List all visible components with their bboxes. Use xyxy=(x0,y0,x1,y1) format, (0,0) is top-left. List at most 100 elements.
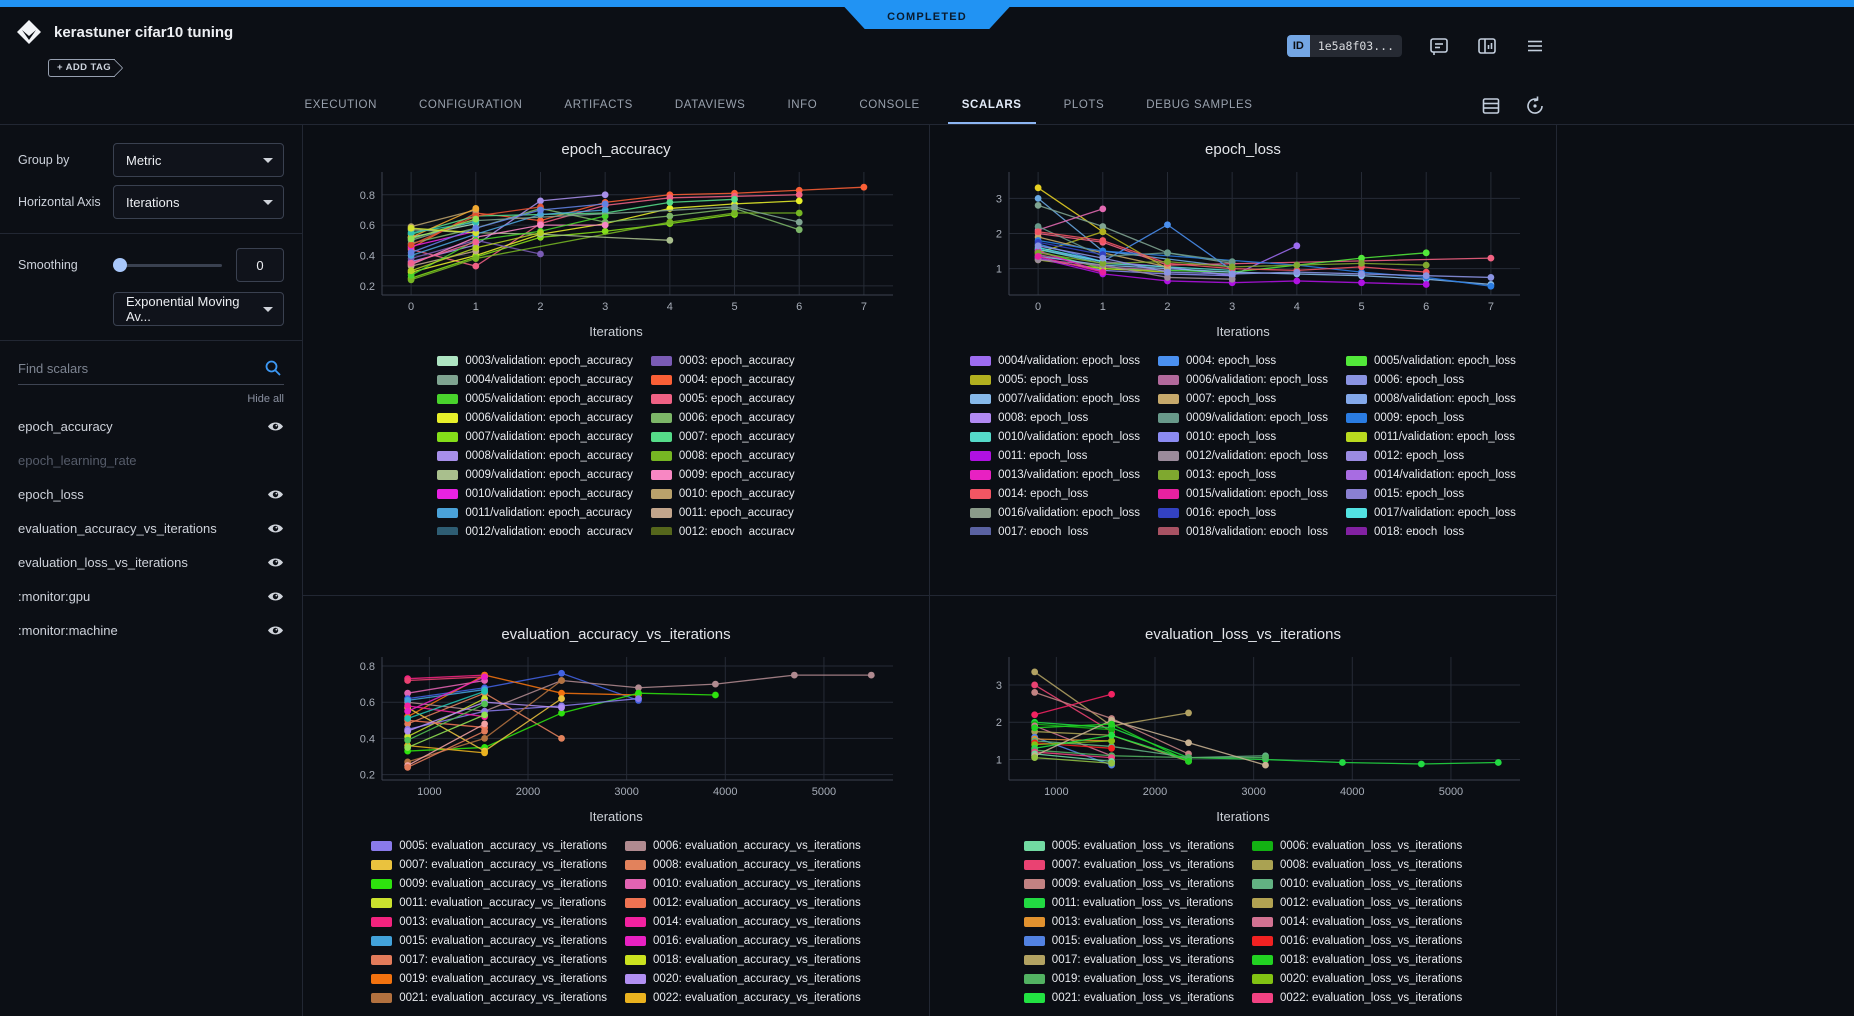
legend-item[interactable]: 0005/validation: epoch_loss xyxy=(1345,353,1516,368)
legend-item[interactable]: 0018: epoch_loss xyxy=(1345,524,1516,535)
legend-item[interactable]: 0013: epoch_loss xyxy=(1158,467,1328,482)
metric-item-epoch-learning-rate[interactable]: epoch_learning_rate xyxy=(18,443,284,477)
legend-item[interactable]: 0013: evaluation_loss_vs_iterations xyxy=(1023,914,1234,929)
legend-item[interactable]: 0018: evaluation_accuracy_vs_iterations xyxy=(625,952,861,967)
legend-item[interactable]: 0013: evaluation_accuracy_vs_iterations xyxy=(371,914,607,929)
legend-item[interactable]: 0006/validation: epoch_accuracy xyxy=(437,410,633,425)
legend-item[interactable]: 0006: evaluation_accuracy_vs_iterations xyxy=(625,838,861,853)
eye-icon[interactable] xyxy=(267,522,284,535)
eye-icon[interactable] xyxy=(267,624,284,637)
legend-item[interactable]: 0009/validation: epoch_loss xyxy=(1158,410,1328,425)
legend-item[interactable]: 0008: epoch_loss xyxy=(970,410,1140,425)
legend-item[interactable]: 0007: epoch_accuracy xyxy=(650,429,795,444)
legend-item[interactable]: 0009: evaluation_loss_vs_iterations xyxy=(1023,876,1234,891)
tab-debug-samples[interactable]: DEBUG SAMPLES xyxy=(1146,98,1253,111)
legend-item[interactable]: 0016: evaluation_accuracy_vs_iterations xyxy=(625,933,861,948)
legend-item[interactable]: 0005: epoch_loss xyxy=(970,372,1140,387)
legend-item[interactable]: 0012: evaluation_accuracy_vs_iterations xyxy=(625,895,861,910)
horizontal-axis-select[interactable]: Iterations xyxy=(113,185,284,219)
chart-plot-area[interactable]: 1000 2000 3000 4000 5000 0.2 0.4 0.6 0.8 xyxy=(324,651,909,801)
legend-item[interactable]: 0011: evaluation_loss_vs_iterations xyxy=(1023,895,1234,910)
legend-item[interactable]: 0017: evaluation_loss_vs_iterations xyxy=(1023,952,1234,967)
legend-item[interactable]: 0011/validation: epoch_loss xyxy=(1345,429,1516,444)
legend-item[interactable]: 0013/validation: epoch_loss xyxy=(970,467,1140,482)
legend-item[interactable]: 0008/validation: epoch_loss xyxy=(1345,391,1516,406)
legend-item[interactable]: 0016: evaluation_loss_vs_iterations xyxy=(1252,933,1462,948)
legend-item[interactable]: 0011: evaluation_accuracy_vs_iterations xyxy=(371,895,607,910)
legend-item[interactable]: 0015: evaluation_accuracy_vs_iterations xyxy=(371,933,607,948)
tab-scalars[interactable]: SCALARS xyxy=(947,87,1036,124)
legend-item[interactable]: 0007: evaluation_loss_vs_iterations xyxy=(1023,857,1234,872)
add-tag-button[interactable]: + ADD TAG xyxy=(48,59,116,77)
legend-item[interactable]: 0007: evaluation_accuracy_vs_iterations xyxy=(371,857,607,872)
smoothing-type-select[interactable]: Exponential Moving Av... xyxy=(113,292,284,326)
legend-item[interactable]: 0009: evaluation_accuracy_vs_iterations xyxy=(371,876,607,891)
smoothing-slider-thumb[interactable] xyxy=(113,258,127,272)
legend-item[interactable]: 0014/validation: epoch_loss xyxy=(1345,467,1516,482)
legend-item[interactable]: 0017/validation: epoch_loss xyxy=(1345,505,1516,520)
legend-item[interactable]: 0017: evaluation_accuracy_vs_iterations xyxy=(371,952,607,967)
eye-icon[interactable] xyxy=(267,488,284,501)
legend-item[interactable]: 0010: evaluation_accuracy_vs_iterations xyxy=(625,876,861,891)
chart-plot-area[interactable]: 1000 2000 3000 4000 5000 1 2 3 xyxy=(951,651,1536,801)
legend-item[interactable]: 0019: evaluation_loss_vs_iterations xyxy=(1023,971,1234,986)
legend-item[interactable]: 0019: evaluation_accuracy_vs_iterations xyxy=(371,971,607,986)
legend-item[interactable]: 0022: evaluation_accuracy_vs_iterations xyxy=(625,990,861,1005)
legend-item[interactable]: 0021: evaluation_accuracy_vs_iterations xyxy=(371,990,607,1005)
legend-item[interactable]: 0007: epoch_loss xyxy=(1158,391,1328,406)
legend-item[interactable]: 0018/validation: epoch_loss xyxy=(1158,524,1328,535)
legend-item[interactable]: 0004/validation: epoch_loss xyxy=(970,353,1140,368)
legend-item[interactable]: 0016/validation: epoch_loss xyxy=(970,505,1140,520)
tab-artifacts[interactable]: ARTIFACTS xyxy=(564,98,633,111)
tab-console[interactable]: CONSOLE xyxy=(859,98,920,111)
legend-item[interactable]: 0006/validation: epoch_loss xyxy=(1158,372,1328,387)
legend-item[interactable]: 0012/validation: epoch_accuracy xyxy=(437,524,633,535)
metric-item--monitor-machine[interactable]: :monitor:machine xyxy=(18,613,284,647)
legend-item[interactable]: 0009: epoch_loss xyxy=(1345,410,1516,425)
legend-item[interactable]: 0004: epoch_accuracy xyxy=(650,372,795,387)
tab-dataviews[interactable]: DATAVIEWS xyxy=(674,98,746,111)
legend-item[interactable]: 0003: epoch_accuracy xyxy=(650,353,795,368)
legend-item[interactable]: 0014: evaluation_accuracy_vs_iterations xyxy=(625,914,861,929)
legend-item[interactable]: 0018: evaluation_loss_vs_iterations xyxy=(1252,952,1462,967)
legend-item[interactable]: 0012: epoch_loss xyxy=(1345,448,1516,463)
legend-item[interactable]: 0007/validation: epoch_accuracy xyxy=(437,429,633,444)
legend-item[interactable]: 0020: evaluation_loss_vs_iterations xyxy=(1252,971,1462,986)
legend-item[interactable]: 0006: epoch_accuracy xyxy=(650,410,795,425)
legend-item[interactable]: 0005/validation: epoch_accuracy xyxy=(437,391,633,406)
layout-columns-icon[interactable] xyxy=(1476,35,1498,57)
legend-item[interactable]: 0009/validation: epoch_accuracy xyxy=(437,467,633,482)
legend-item[interactable]: 0017: epoch_loss xyxy=(970,524,1140,535)
eye-icon[interactable] xyxy=(267,420,284,433)
legend-item[interactable]: 0008: epoch_accuracy xyxy=(650,448,795,463)
legend-item[interactable]: 0020: evaluation_accuracy_vs_iterations xyxy=(625,971,861,986)
legend-item[interactable]: 0010: epoch_accuracy xyxy=(650,486,795,501)
smoothing-value-input[interactable] xyxy=(236,248,284,282)
tab-configuration[interactable]: CONFIGURATION xyxy=(419,98,523,111)
legend-item[interactable]: 0015: epoch_loss xyxy=(1345,486,1516,501)
smoothing-slider[interactable] xyxy=(113,258,222,272)
legend-item[interactable]: 0006: evaluation_loss_vs_iterations xyxy=(1252,838,1462,853)
legend-item[interactable]: 0011: epoch_loss xyxy=(970,448,1140,463)
legend-item[interactable]: 0010/validation: epoch_loss xyxy=(970,429,1140,444)
legend-item[interactable]: 0005: epoch_accuracy xyxy=(650,391,795,406)
eye-icon[interactable] xyxy=(267,590,284,603)
legend-item[interactable]: 0010: epoch_loss xyxy=(1158,429,1328,444)
legend-item[interactable]: 0016: epoch_loss xyxy=(1158,505,1328,520)
legend-item[interactable]: 0004: epoch_loss xyxy=(1158,353,1328,368)
legend-item[interactable]: 0015: evaluation_loss_vs_iterations xyxy=(1023,933,1234,948)
legend-item[interactable]: 0021: evaluation_loss_vs_iterations xyxy=(1023,990,1234,1005)
legend-item[interactable]: 0004/validation: epoch_accuracy xyxy=(437,372,633,387)
auto-refresh-icon[interactable] xyxy=(1524,95,1546,117)
legend-item[interactable]: 0011: epoch_accuracy xyxy=(650,505,795,520)
metric-item-evaluation-accuracy-vs-iterations[interactable]: evaluation_accuracy_vs_iterations xyxy=(18,511,284,545)
legend-item[interactable]: 0009: epoch_accuracy xyxy=(650,467,795,482)
legend-item[interactable]: 0010/validation: epoch_accuracy xyxy=(437,486,633,501)
legend-item[interactable]: 0022: evaluation_loss_vs_iterations xyxy=(1252,990,1462,1005)
tab-plots[interactable]: PLOTS xyxy=(1063,98,1105,111)
metric-item--monitor-gpu[interactable]: :monitor:gpu xyxy=(18,579,284,613)
legend-item[interactable]: 0010: evaluation_loss_vs_iterations xyxy=(1252,876,1462,891)
legend-item[interactable]: 0011/validation: epoch_accuracy xyxy=(437,505,633,520)
legend-item[interactable]: 0006: epoch_loss xyxy=(1345,372,1516,387)
legend-item[interactable]: 0005: evaluation_loss_vs_iterations xyxy=(1023,838,1234,853)
